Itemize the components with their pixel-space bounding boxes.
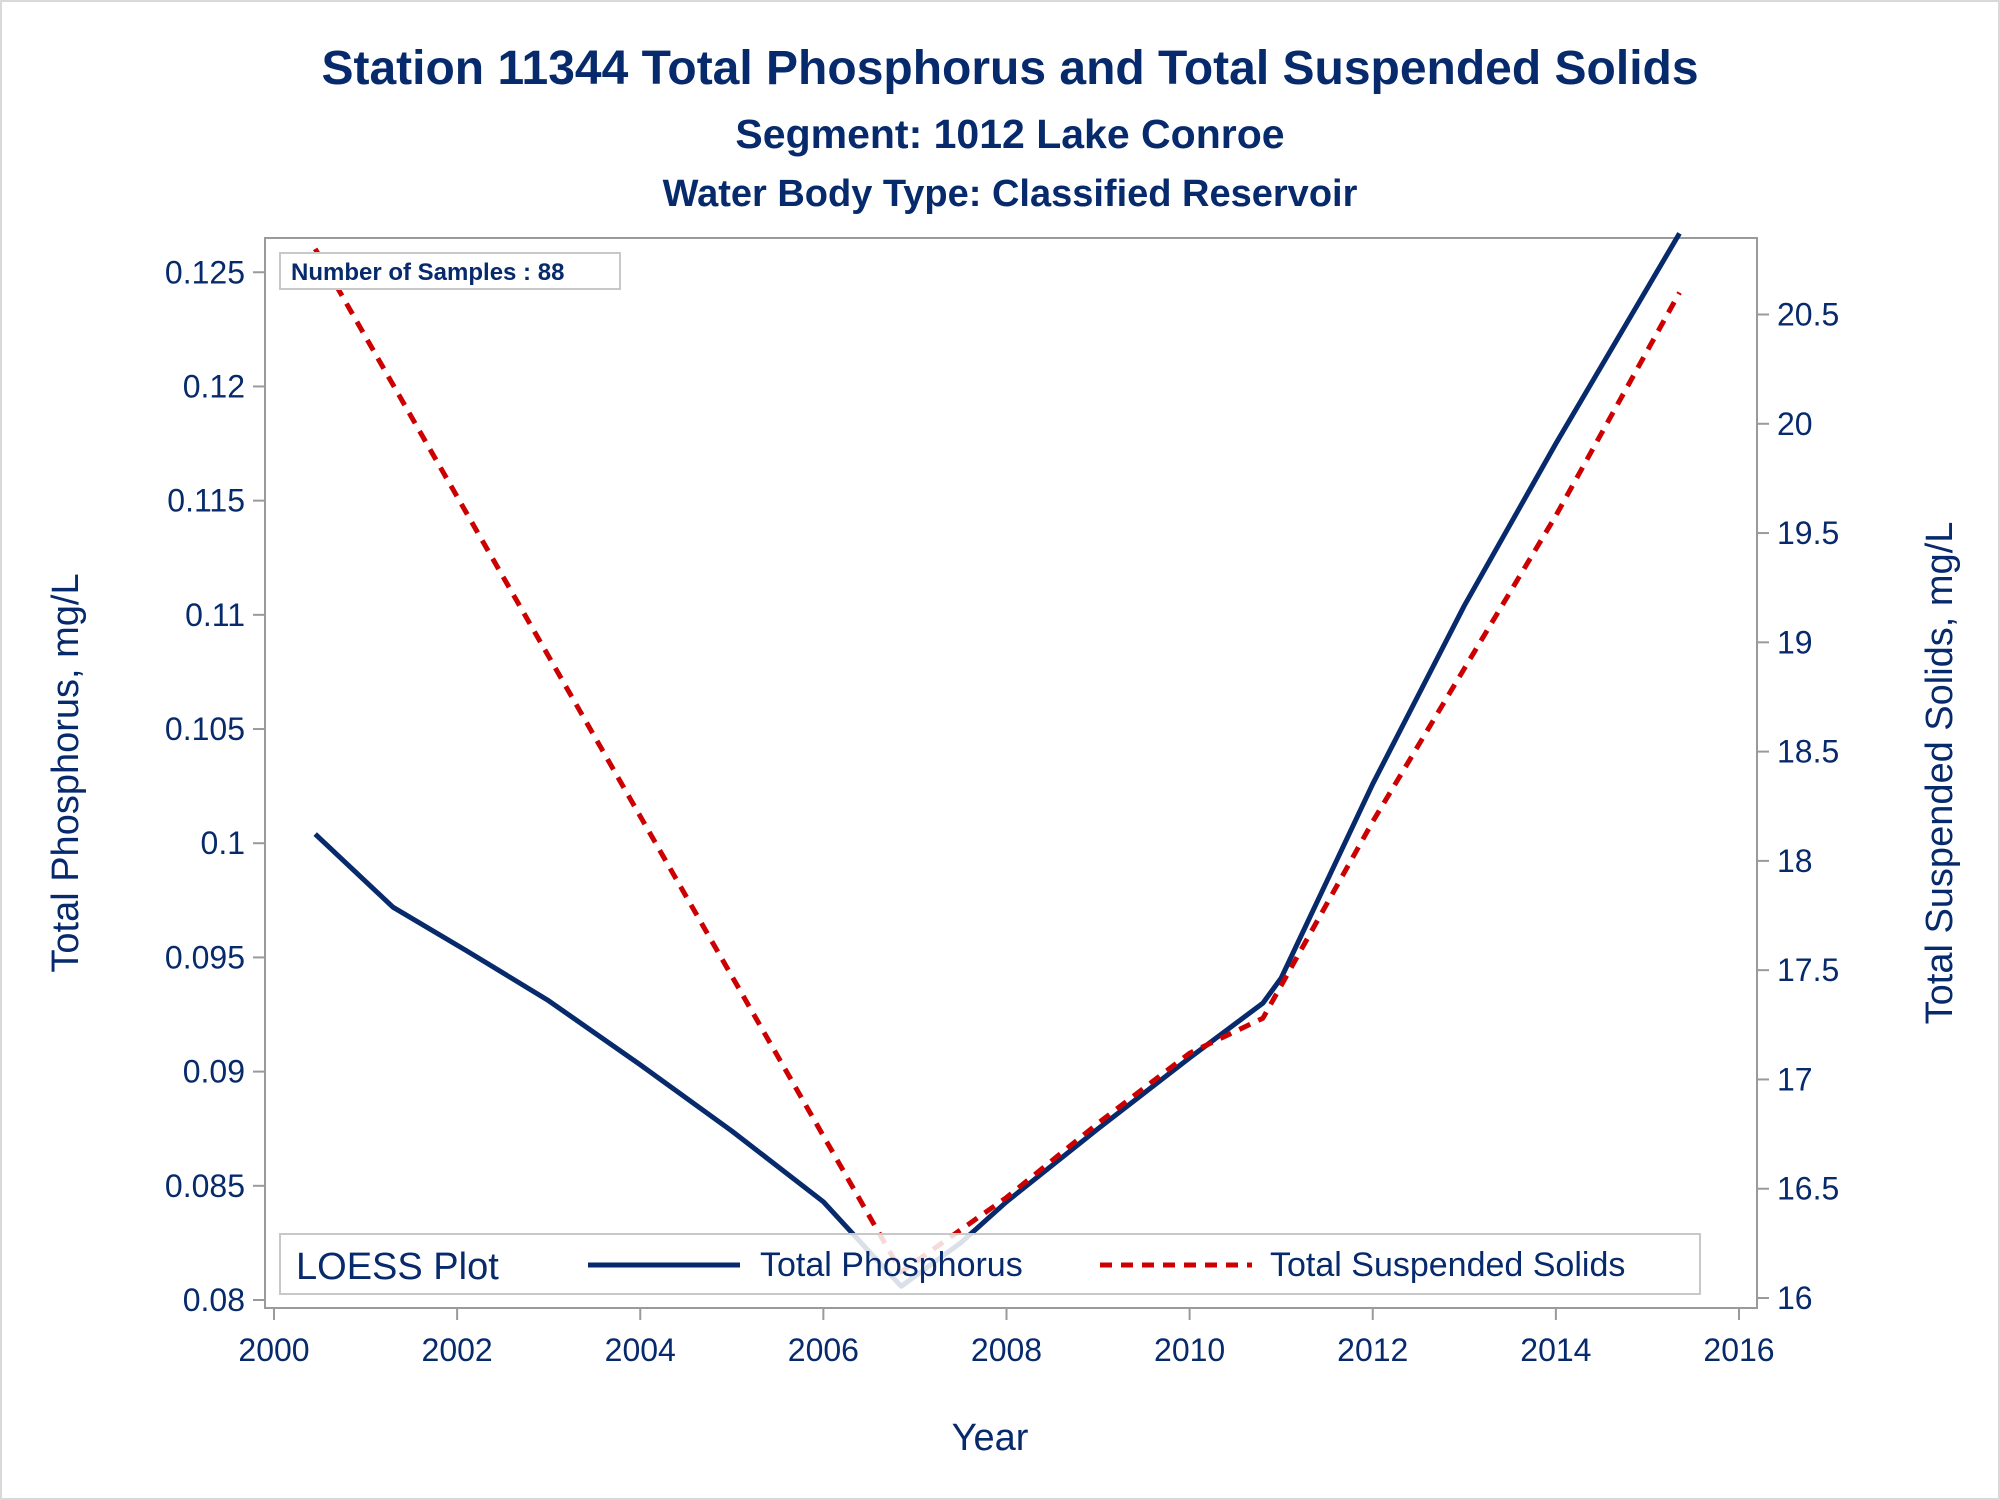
x-axis-label: Year — [952, 1417, 1029, 1459]
y-left-axis-label: Total Phosphorus, mg/L — [45, 573, 87, 972]
y-right-tick-label: 17 — [1777, 1061, 1813, 1097]
y-left-tick-label: 0.085 — [165, 1168, 245, 1204]
series-line-total-phosphorus — [313, 232, 1682, 1289]
sample-count-box — [279, 252, 621, 290]
x-tick-label: 2006 — [788, 1332, 859, 1368]
sample-count-note: Number of Samples : 88 — [291, 259, 564, 286]
y-left-tick-label: 0.1 — [201, 825, 245, 861]
chart-title: Station 11344 Total Phosphorus and Total… — [321, 42, 1698, 95]
y-left-tick-label: 0.08 — [183, 1282, 245, 1318]
y-right-axis: 16 16.5 17 17.5 18 18.5 19 19.5 20 20.5 — [1757, 296, 1839, 1316]
y-left-tick-label: 0.095 — [165, 939, 245, 975]
legend-entry-total-suspended-solids: Total Suspended Solids — [1270, 1246, 1625, 1284]
y-right-tick-label: 18.5 — [1777, 734, 1839, 770]
x-tick-label: 2014 — [1520, 1332, 1591, 1368]
y-right-tick-label: 17.5 — [1777, 952, 1839, 988]
x-tick-label: 2016 — [1703, 1332, 1774, 1368]
legend-box — [279, 1233, 1701, 1295]
y-left-tick-label: 0.105 — [165, 711, 245, 747]
y-right-tick-label: 18 — [1777, 843, 1813, 879]
x-tick-label: 2010 — [1154, 1332, 1225, 1368]
x-tick-label: 2004 — [605, 1332, 676, 1368]
x-axis: 2000 2002 2004 2006 2008 2010 2012 2014 2016 — [238, 1308, 1775, 1368]
y-left-tick-label: 0.12 — [183, 368, 245, 404]
plot-area — [264, 237, 1758, 1309]
y-right-tick-label: 20 — [1777, 406, 1813, 442]
series-layer — [313, 232, 1682, 1289]
legend-title: LOESS Plot — [296, 1246, 499, 1288]
y-left-tick-label: 0.125 — [165, 254, 245, 290]
y-right-tick-label: 16.5 — [1777, 1171, 1839, 1207]
legend-entry-total-phosphorus: Total Phosphorus — [760, 1246, 1023, 1284]
y-right-axis-label: Total Suspended Solids, mg/L — [1919, 522, 1961, 1025]
series-line-total-suspended-solids — [313, 247, 1682, 1275]
x-tick-label: 2000 — [238, 1332, 309, 1368]
y-right-tick-label: 19.5 — [1777, 515, 1839, 551]
x-tick-label: 2012 — [1337, 1332, 1408, 1368]
y-right-tick-label: 19 — [1777, 624, 1813, 660]
x-tick-label: 2008 — [971, 1332, 1042, 1368]
y-left-tick-label: 0.11 — [185, 597, 245, 633]
chart-subtitle: Segment: 1012 Lake Conroe — [735, 111, 1284, 157]
x-tick-label: 2002 — [422, 1332, 493, 1368]
y-left-tick-label: 0.09 — [183, 1054, 245, 1090]
y-right-tick-label: 20.5 — [1777, 296, 1839, 332]
y-left-tick-label: 0.115 — [167, 483, 245, 519]
y-right-tick-label: 16 — [1777, 1280, 1813, 1316]
chart-subtitle-2: Water Body Type: Classified Reservoir — [663, 173, 1358, 215]
y-left-axis: 0.08 0.085 0.09 0.095 0.1 0.105 0.11 0.115 0.12 0… — [165, 254, 265, 1318]
